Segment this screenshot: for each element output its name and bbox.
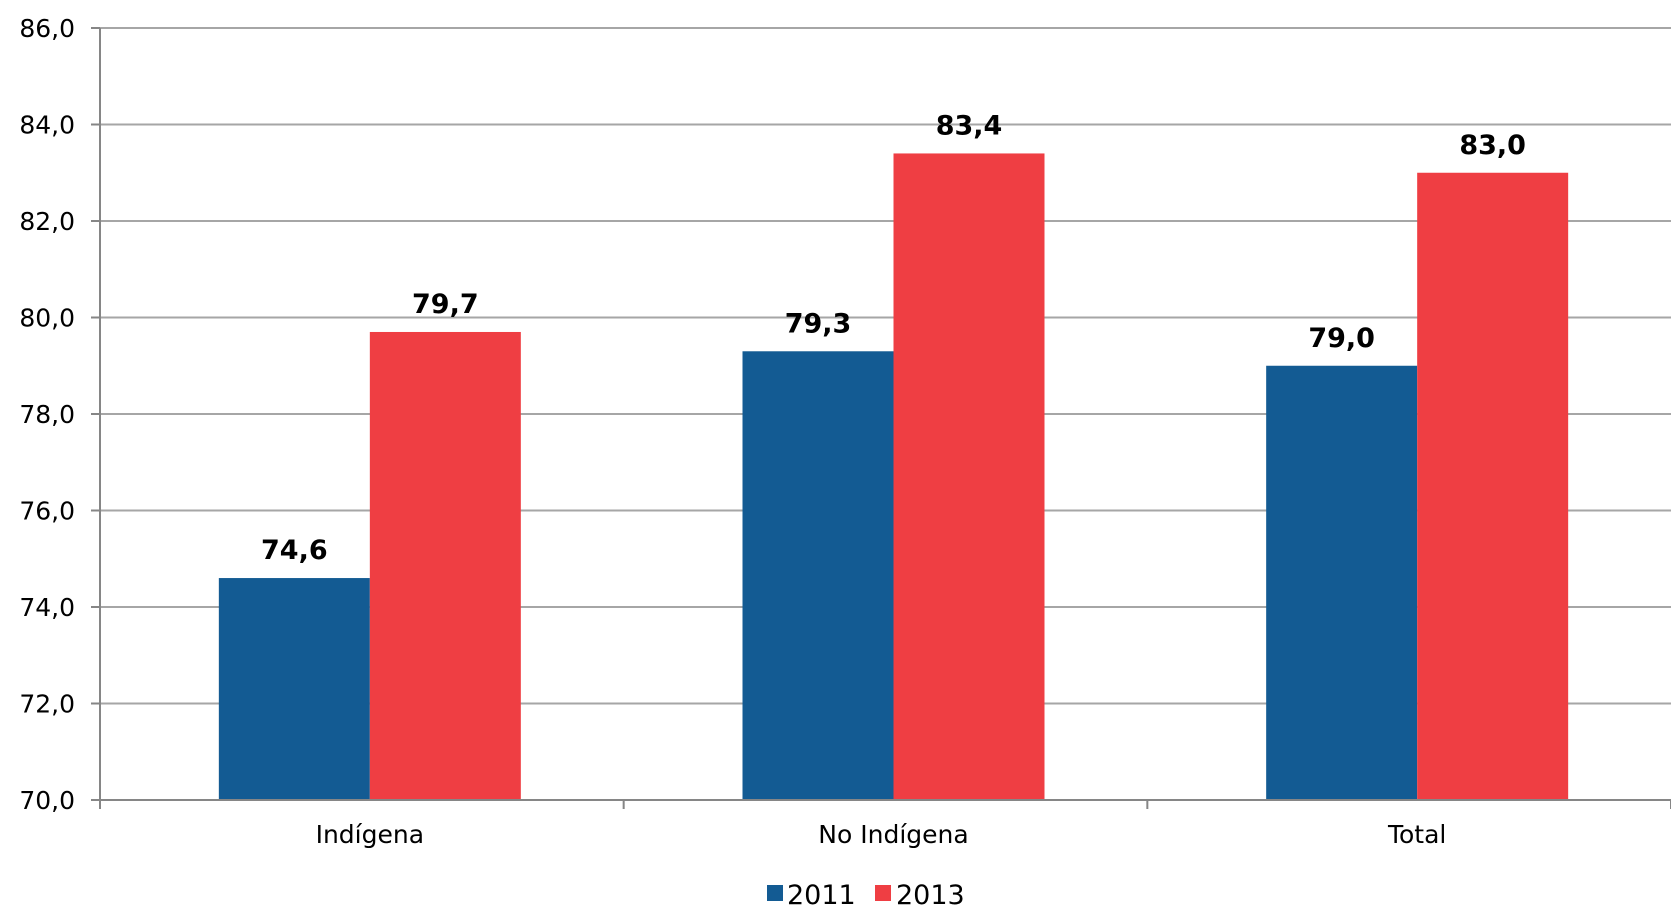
data-label-2013: 83,0	[1459, 130, 1526, 161]
data-labels: 74,6 79,7 79,3 83,4 79,0 83,0	[261, 110, 1526, 566]
category-label: Indígena	[316, 820, 424, 849]
bar-2011	[218, 578, 370, 800]
legend-swatch-2013	[875, 885, 891, 901]
category-label: No Indígena	[818, 820, 968, 849]
axes	[99, 28, 1671, 809]
bars	[218, 153, 1569, 800]
y-tick-label: 78,0	[19, 400, 75, 429]
y-tick-label: 72,0	[19, 690, 75, 719]
legend: 2011 2013	[767, 880, 965, 906]
legend-label-2011: 2011	[787, 880, 856, 906]
data-label-2011: 79,0	[1308, 323, 1375, 354]
bar-2011	[1266, 365, 1418, 800]
y-tick-label: 74,0	[19, 593, 75, 622]
bar-2013	[369, 331, 521, 800]
y-tick-label: 86,0	[19, 14, 75, 43]
y-tick-label: 84,0	[19, 111, 75, 140]
category-label: Total	[1387, 820, 1446, 849]
y-tick-label: 70,0	[19, 786, 75, 815]
legend-swatch-2011	[767, 885, 783, 901]
bar-2011	[742, 351, 894, 800]
data-label-2011: 79,3	[785, 308, 852, 339]
data-label-2011: 74,6	[261, 535, 328, 566]
y-axis-tick-labels: 70,0 72,0 74,0 76,0 78,0 80,0 82,0 84,0 86,0	[19, 14, 100, 815]
bar-2013	[893, 153, 1045, 800]
category-labels: Indígena No Indígena Total	[316, 820, 1447, 849]
y-tick-label: 80,0	[19, 304, 75, 333]
legend-label-2013: 2013	[896, 880, 965, 906]
data-label-2013: 79,7	[412, 289, 479, 320]
data-label-2013: 83,4	[936, 110, 1003, 141]
y-tick-label: 82,0	[19, 207, 75, 236]
bar-2013	[1417, 172, 1569, 800]
y-tick-label: 76,0	[19, 497, 75, 526]
